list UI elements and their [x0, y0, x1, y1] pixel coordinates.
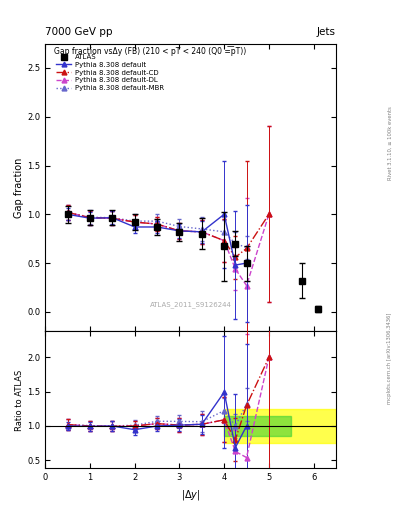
Text: ATLAS_2011_S9126244: ATLAS_2011_S9126244	[150, 302, 231, 308]
Bar	[224, 409, 336, 443]
Text: mcplots.cern.ch [arXiv:1306.3436]: mcplots.cern.ch [arXiv:1306.3436]	[387, 313, 392, 404]
Y-axis label: Gap fraction: Gap fraction	[15, 157, 24, 218]
Bar	[224, 416, 291, 436]
Text: 7000 GeV pp: 7000 GeV pp	[45, 27, 113, 37]
Y-axis label: Ratio to ATLAS: Ratio to ATLAS	[15, 369, 24, 431]
Text: Gap fraction vsΔy (FB) (210 < pT < 240 (Q0 =͞pT)): Gap fraction vsΔy (FB) (210 < pT < 240 (…	[54, 47, 246, 56]
Legend: ATLAS, Pythia 8.308 default, Pythia 8.308 default-CD, Pythia 8.308 default-DL, P: ATLAS, Pythia 8.308 default, Pythia 8.30…	[55, 53, 165, 93]
Text: Rivet 3.1.10, ≥ 100k events: Rivet 3.1.10, ≥ 100k events	[387, 106, 392, 180]
Text: Jets: Jets	[317, 27, 336, 37]
X-axis label: $|\Delta y|$: $|\Delta y|$	[181, 488, 200, 502]
